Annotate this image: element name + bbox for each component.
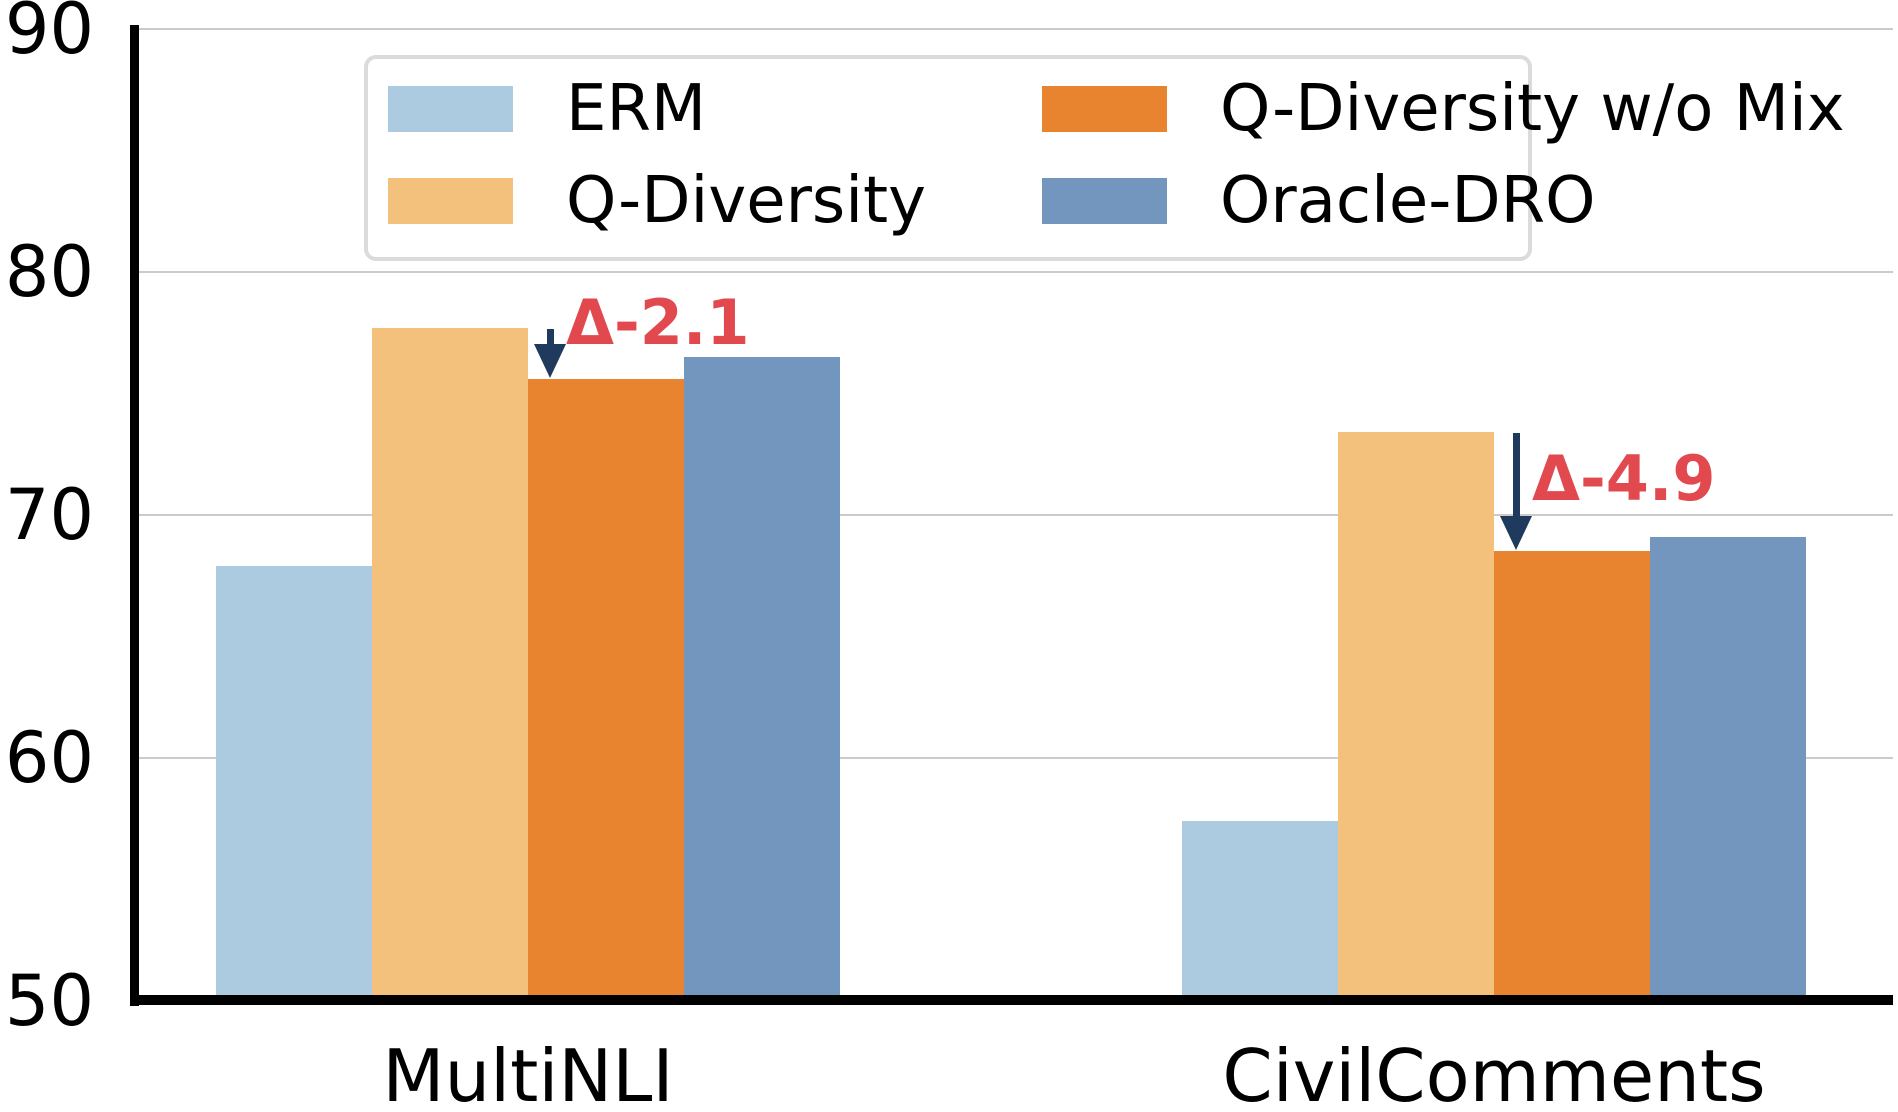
annotation-arrow-stem <box>1512 433 1520 523</box>
y-tick-label-90: 90 <box>4 0 94 70</box>
annotation-arrow-icon <box>1500 516 1532 551</box>
gridline-60 <box>130 757 1893 759</box>
y-tick-label-70: 70 <box>4 474 94 556</box>
bar-multinli-q-diversity-w-o-mix <box>528 378 684 1001</box>
legend-label-q-diversity: Q-Diversity <box>566 164 926 238</box>
legend-swatch-q-diversity-w-o-mix <box>1042 86 1167 132</box>
legend-swatch-erm <box>388 86 513 132</box>
bar-civilcomments-q-diversity <box>1338 432 1494 1001</box>
x-tick-label-civilcomments: CivilComments <box>1222 1034 1766 1112</box>
legend: ERM Q-Diversity Q-Diversity w/o Mix Oracle-… <box>364 55 1845 261</box>
gridline-80 <box>130 271 1893 273</box>
annotation-arrow-stem <box>546 328 554 350</box>
y-tick-label-60: 60 <box>4 717 94 799</box>
bar-civilcomments-q-diversity-w-o-mix <box>1494 551 1650 1001</box>
legend-label-oracle-dro: Oracle-DRO <box>1220 164 1596 238</box>
gridline-90 <box>130 28 1893 30</box>
left-axis-spine <box>130 25 139 1006</box>
y-tick-label-50: 50 <box>4 960 94 1042</box>
bar-multinli-erm <box>216 566 372 1001</box>
x-tick-label-multinli: MultiNLI <box>382 1034 674 1112</box>
annotation-arrow-icon <box>534 343 566 378</box>
bottom-axis-spine <box>130 995 1893 1005</box>
bar-multinli-q-diversity <box>372 327 528 1001</box>
annotation-label: Δ-2.1 <box>566 286 750 360</box>
legend-swatch-q-diversity <box>388 178 513 224</box>
legend-swatch-oracle-dro <box>1042 178 1167 224</box>
legend-label-q-diversity-w-o-mix: Q-Diversity w/o Mix <box>1220 72 1845 146</box>
annotation-label: Δ-4.9 <box>1532 441 1716 515</box>
y-tick-label-80: 80 <box>4 231 94 313</box>
legend-label-erm: ERM <box>566 72 707 146</box>
bar-multinli-oracle-dro <box>684 357 840 1001</box>
bar-civilcomments-oracle-dro <box>1650 536 1806 1001</box>
gridline-70 <box>130 514 1893 516</box>
bar-civilcomments-erm <box>1182 821 1338 1001</box>
